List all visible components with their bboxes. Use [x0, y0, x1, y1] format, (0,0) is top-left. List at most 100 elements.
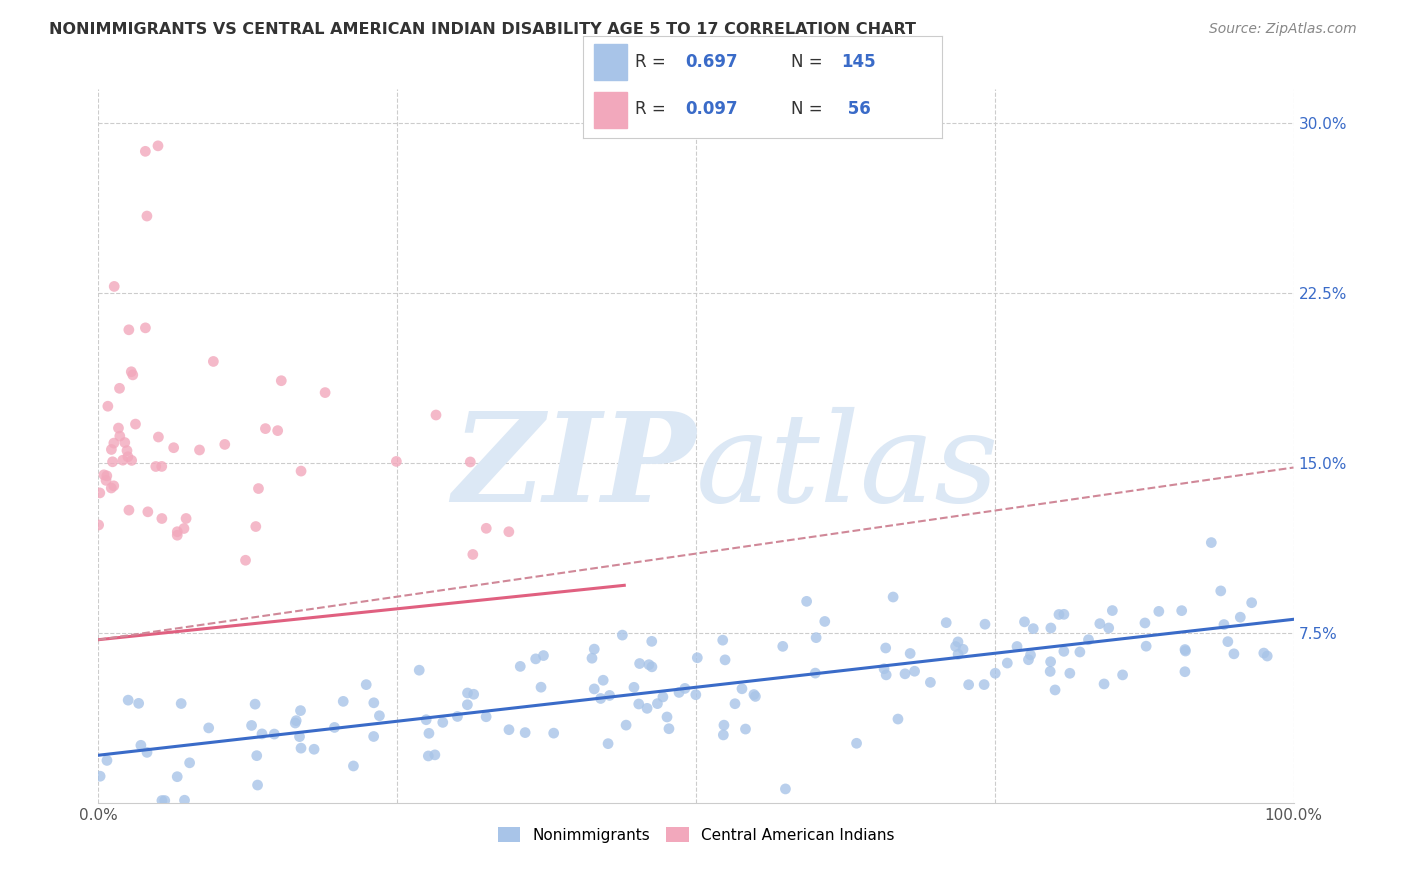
Point: [1019, 648, 1042, 662]
Point: [612, 628, 634, 642]
Point: [314, 385, 336, 400]
Point: [135, 209, 157, 223]
Point: [711, 633, 734, 648]
Point: [974, 617, 997, 632]
Point: [627, 697, 650, 711]
Point: [179, 756, 201, 770]
Point: [1059, 666, 1081, 681]
Point: [173, 793, 195, 807]
Point: [117, 450, 139, 464]
Point: [118, 503, 141, 517]
Point: [96, 753, 118, 767]
Point: [461, 548, 484, 562]
Point: [731, 681, 754, 696]
Point: [94, 474, 117, 488]
Point: [973, 677, 995, 691]
Point: [100, 481, 122, 495]
Point: [1005, 640, 1028, 654]
Point: [108, 429, 131, 443]
Point: [121, 368, 143, 382]
Point: [117, 693, 139, 707]
Point: [288, 730, 311, 744]
Text: NONIMMIGRANTS VS CENTRAL AMERICAN INDIAN DISABILITY AGE 5 TO 17 CORRELATION CHAR: NONIMMIGRANTS VS CENTRAL AMERICAN INDIAN…: [49, 22, 917, 37]
Point: [713, 718, 735, 732]
Point: [136, 505, 159, 519]
Point: [121, 453, 143, 467]
Point: [173, 521, 195, 535]
Point: [589, 691, 612, 706]
Point: [302, 742, 325, 756]
Point: [446, 709, 468, 723]
Point: [882, 590, 904, 604]
Point: [1017, 653, 1039, 667]
Point: [150, 793, 173, 807]
Point: [1253, 646, 1275, 660]
Point: [873, 662, 896, 676]
Point: [134, 321, 156, 335]
Point: [263, 727, 285, 741]
Point: [1174, 644, 1197, 658]
Point: [714, 653, 737, 667]
Point: [423, 747, 446, 762]
Point: [647, 697, 669, 711]
Point: [530, 680, 553, 694]
Point: [170, 697, 193, 711]
Point: [267, 424, 290, 438]
Point: [197, 721, 219, 735]
Point: [150, 511, 173, 525]
Point: [128, 697, 150, 711]
Point: [935, 615, 957, 630]
Point: [641, 634, 664, 648]
Point: [711, 728, 734, 742]
Point: [124, 417, 146, 431]
Point: [1209, 583, 1232, 598]
Point: [250, 727, 273, 741]
Point: [323, 721, 346, 735]
Point: [724, 697, 747, 711]
Point: [515, 725, 537, 739]
Point: [418, 748, 440, 763]
Point: [214, 437, 236, 451]
Point: [1098, 621, 1121, 635]
Point: [368, 708, 391, 723]
Point: [1088, 616, 1111, 631]
Point: [1039, 655, 1062, 669]
Point: [614, 718, 637, 732]
Bar: [595, 44, 627, 79]
Point: [418, 726, 440, 740]
Point: [581, 651, 603, 665]
Point: [894, 666, 917, 681]
Point: [887, 712, 910, 726]
Point: [1216, 634, 1239, 648]
Point: [658, 722, 681, 736]
Point: [946, 648, 969, 662]
Point: [1047, 607, 1070, 622]
Text: 56: 56: [842, 100, 870, 118]
Point: [845, 736, 868, 750]
Point: [432, 715, 454, 730]
Point: [1256, 648, 1278, 663]
Point: [332, 694, 354, 708]
Point: [875, 668, 897, 682]
Point: [734, 722, 756, 736]
Point: [247, 482, 270, 496]
Point: [984, 666, 1007, 681]
Point: [592, 673, 614, 688]
Point: [1101, 603, 1123, 617]
Point: [120, 365, 142, 379]
Point: [509, 659, 531, 673]
Point: [188, 442, 211, 457]
Point: [995, 656, 1018, 670]
Point: [408, 663, 430, 677]
Point: [87, 518, 110, 533]
Point: [952, 642, 974, 657]
Point: [290, 464, 312, 478]
Point: [583, 681, 606, 696]
Point: [134, 145, 156, 159]
Point: [686, 650, 709, 665]
Point: [342, 759, 364, 773]
Point: [641, 660, 664, 674]
Point: [163, 441, 186, 455]
Point: [628, 657, 651, 671]
Point: [543, 726, 565, 740]
